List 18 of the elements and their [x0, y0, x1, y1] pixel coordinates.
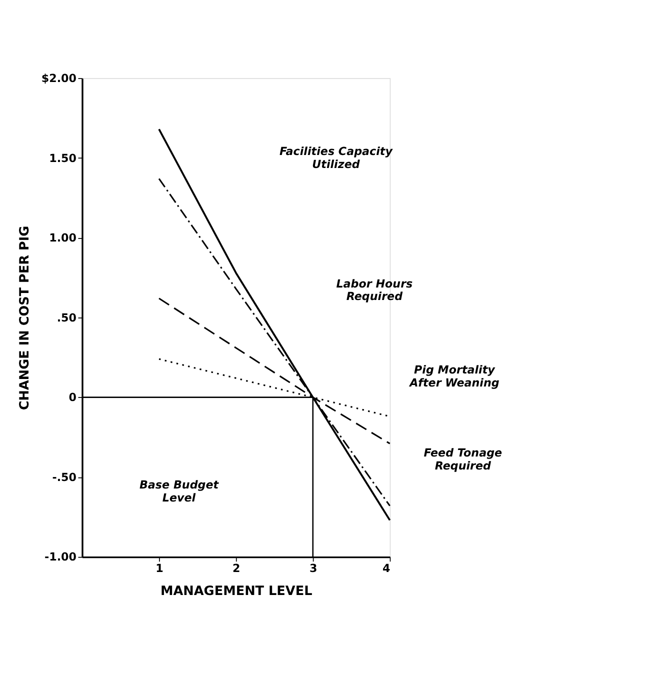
annotation: Facilities Capacity Utilized [279, 144, 394, 171]
annotation: Base Budget Level [139, 478, 220, 504]
y-tick-label: -.50 [52, 470, 77, 484]
annotation: Labor Hours Required [336, 277, 414, 304]
text: Pig Mortality After Weaning [408, 364, 500, 390]
x-tick-label: 4 [382, 562, 391, 575]
y-tick-label: 1.50 [49, 152, 77, 165]
text: Feed Tonage Required [424, 446, 503, 472]
y-tick-label: .50 [56, 311, 77, 324]
y-axis-title: CHANGE IN COST PER PIG [18, 226, 33, 410]
x-tick-label: 2 [232, 562, 240, 575]
y-tick-label: $2.00 [41, 72, 77, 86]
x-tick-label: 3 [309, 562, 318, 575]
x-axis-title: MANAGEMENT LEVEL [160, 584, 312, 599]
y-tick-label: -1.00 [44, 550, 77, 564]
y-tick-label: 1.00 [49, 232, 77, 245]
x-tick-label: 1 [156, 562, 164, 575]
y-tick-label: 0 [68, 391, 77, 404]
